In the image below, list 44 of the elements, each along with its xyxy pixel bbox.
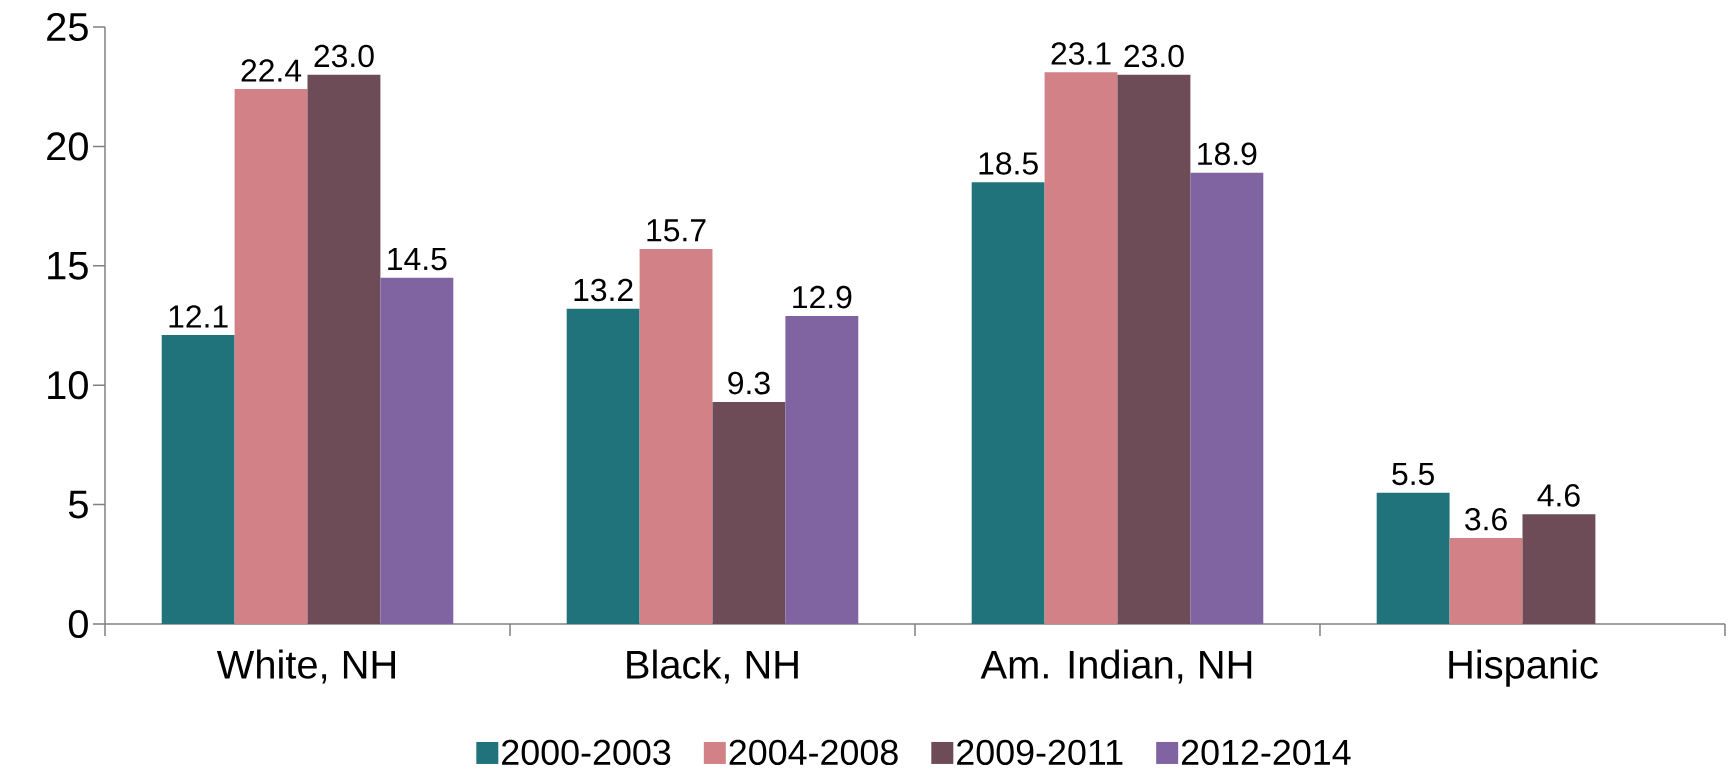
y-tick-label: 0 bbox=[68, 609, 88, 639]
bar bbox=[1522, 514, 1596, 624]
data-label: 23.1 bbox=[1051, 42, 1111, 65]
bar bbox=[1044, 72, 1118, 624]
data-label: 3.6 bbox=[1465, 507, 1507, 531]
data-label: 22.4 bbox=[241, 59, 302, 82]
legend-label: 2004-2008 bbox=[729, 739, 898, 766]
y-tick-label: 20 bbox=[47, 132, 88, 161]
bar bbox=[1190, 172, 1264, 624]
bar bbox=[234, 89, 308, 624]
y-tick-label: 10 bbox=[48, 371, 88, 400]
bar bbox=[566, 308, 640, 624]
y-tick-label: 15 bbox=[48, 251, 88, 280]
data-label: 9.3 bbox=[728, 371, 770, 395]
bar bbox=[1449, 538, 1523, 624]
bar bbox=[1376, 492, 1450, 624]
bar bbox=[971, 182, 1045, 624]
bar bbox=[639, 249, 713, 624]
data-label: 15.7 bbox=[647, 219, 706, 242]
data-label: 12.1 bbox=[169, 305, 228, 328]
bar bbox=[307, 74, 381, 624]
bar bbox=[161, 335, 235, 624]
y-tick-label: 5 bbox=[68, 490, 88, 519]
bar bbox=[1117, 74, 1191, 624]
x-tick-label: White, NH bbox=[216, 649, 395, 684]
x-tick-label: Hispanic bbox=[1449, 649, 1598, 687]
legend-label: 2012-2014 bbox=[1181, 739, 1351, 766]
data-label: 4.6 bbox=[1537, 484, 1580, 507]
data-label: 18.5 bbox=[979, 152, 1038, 175]
data-label: 5.5 bbox=[1392, 462, 1434, 486]
data-label: 23.0 bbox=[1124, 44, 1184, 68]
bar bbox=[785, 315, 859, 624]
data-label: 18.9 bbox=[1198, 142, 1257, 166]
bar bbox=[380, 277, 454, 624]
x-tick-label: Am. Indian, NH bbox=[980, 649, 1252, 684]
legend-label: 2009-2011 bbox=[957, 739, 1123, 766]
data-label: 12.9 bbox=[793, 285, 852, 309]
bar bbox=[712, 401, 786, 624]
data-label: 13.2 bbox=[574, 278, 633, 302]
x-tick-label: Black, NH bbox=[627, 649, 798, 684]
y-tick-label: 25 bbox=[47, 12, 88, 42]
legend-label: 2000-2003 bbox=[502, 739, 671, 766]
data-label: 23.0 bbox=[314, 44, 374, 68]
data-label: 14.5 bbox=[388, 247, 447, 271]
